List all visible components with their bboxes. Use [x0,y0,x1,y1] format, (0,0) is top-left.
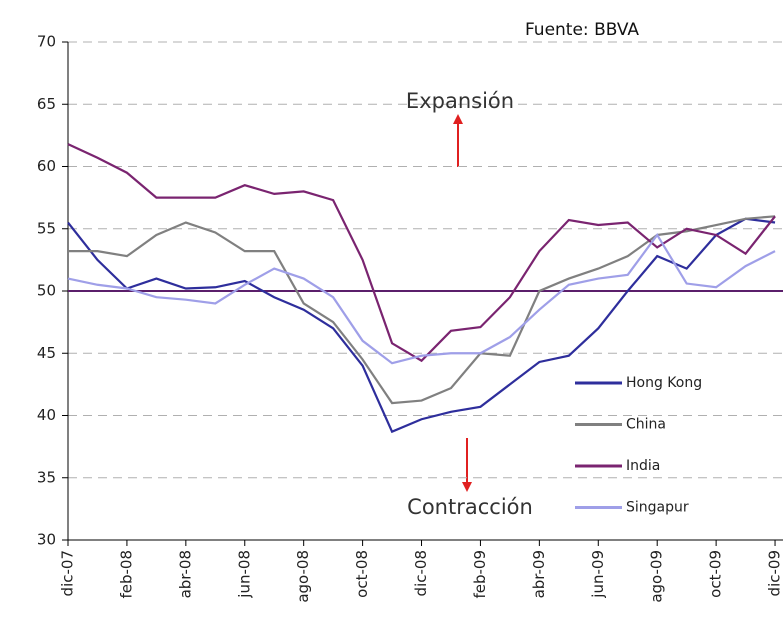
x-tick-label: oct-09 [707,550,725,598]
x-tick-label: ago-08 [294,550,312,603]
legend-label: India [626,458,660,474]
legend-label: China [626,417,666,433]
x-tick-label: ago-09 [648,550,666,603]
x-tick-label: abr-09 [530,550,548,598]
source: Fuente: BBVA [525,20,639,40]
x-tick-label: abr-08 [176,550,194,598]
series-line [67,233,776,365]
y-tick-label: 60 [37,157,56,175]
y-tick-label: 65 [37,95,56,113]
arrow-head [462,482,472,492]
x-tick-label: dic-07 [59,550,77,596]
y-tick-label: 45 [37,344,56,362]
x-tick-label: dic-09 [766,550,783,596]
legend-label: Singapur [626,500,689,516]
x-tick-label: feb-08 [117,550,135,599]
y-tick-label: 55 [37,219,56,237]
y-tick-label: 50 [37,282,56,300]
x-tick-label: jun-09 [589,550,607,599]
legend-label: Hong Kong [626,375,702,391]
y-tick-label: 35 [37,468,56,486]
series-line [67,143,776,363]
series-line [67,217,776,434]
y-tick-label: 40 [37,406,56,424]
x-tick-label: dic-08 [412,550,430,596]
annotation: Expansión [406,89,514,113]
x-tick-label: feb-09 [471,550,489,599]
arrow-head [453,114,463,124]
x-tick-label: oct-08 [353,550,371,598]
y-tick-label: 30 [37,531,56,549]
annotation: Contracción [407,495,533,519]
y-tick-label: 70 [37,33,56,51]
x-tick-label: jun-08 [235,550,253,599]
